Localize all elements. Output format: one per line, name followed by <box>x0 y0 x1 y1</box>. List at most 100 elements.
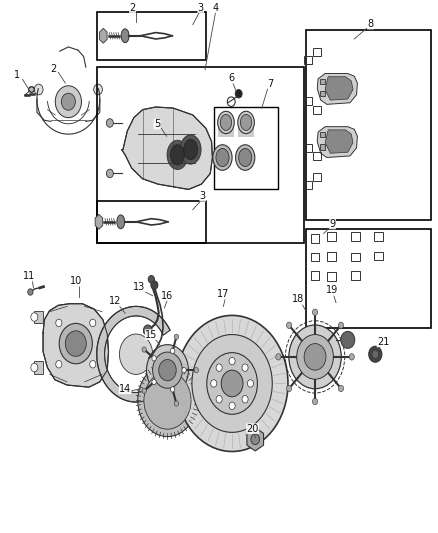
Text: 20: 20 <box>247 424 259 434</box>
Text: 3: 3 <box>198 3 204 13</box>
Circle shape <box>106 119 113 127</box>
Circle shape <box>138 365 197 437</box>
Bar <box>320 79 325 84</box>
Ellipse shape <box>180 135 201 164</box>
Circle shape <box>90 360 96 368</box>
Text: 10: 10 <box>70 277 82 286</box>
Circle shape <box>144 372 191 429</box>
Circle shape <box>56 360 62 368</box>
Circle shape <box>216 364 222 372</box>
Polygon shape <box>97 306 170 402</box>
Bar <box>320 144 325 150</box>
Ellipse shape <box>220 115 232 131</box>
Bar <box>374 232 383 241</box>
Bar <box>351 253 360 261</box>
Polygon shape <box>317 127 357 158</box>
Bar <box>327 272 336 281</box>
Text: 2: 2 <box>50 64 56 74</box>
Circle shape <box>159 360 176 381</box>
Bar <box>327 232 336 241</box>
Bar <box>306 30 431 220</box>
Bar <box>313 173 321 181</box>
Polygon shape <box>325 77 353 100</box>
Circle shape <box>339 322 343 328</box>
Text: 8: 8 <box>367 19 374 29</box>
Circle shape <box>339 385 343 392</box>
Circle shape <box>61 93 75 110</box>
Circle shape <box>59 324 92 364</box>
Circle shape <box>120 334 152 374</box>
Circle shape <box>174 334 179 340</box>
Polygon shape <box>95 214 103 229</box>
Text: 9: 9 <box>329 219 336 229</box>
Circle shape <box>242 395 248 403</box>
Bar <box>304 56 312 64</box>
Circle shape <box>235 90 242 98</box>
Ellipse shape <box>170 145 184 165</box>
Polygon shape <box>247 427 264 451</box>
Circle shape <box>312 398 318 405</box>
Polygon shape <box>325 130 353 154</box>
Circle shape <box>65 331 86 357</box>
Bar <box>374 252 383 260</box>
Circle shape <box>192 335 272 432</box>
Ellipse shape <box>240 115 252 131</box>
Polygon shape <box>99 28 107 43</box>
Bar <box>97 67 304 243</box>
Circle shape <box>242 364 248 372</box>
Circle shape <box>369 346 382 362</box>
Circle shape <box>304 344 326 370</box>
Ellipse shape <box>213 145 232 170</box>
Ellipse shape <box>218 111 234 134</box>
Bar <box>311 271 319 280</box>
Circle shape <box>170 348 175 353</box>
Circle shape <box>341 332 355 349</box>
Circle shape <box>31 364 38 372</box>
Circle shape <box>152 356 156 361</box>
Circle shape <box>289 325 341 389</box>
Ellipse shape <box>238 111 254 134</box>
Bar <box>313 107 321 115</box>
Text: 2: 2 <box>129 3 136 13</box>
Text: 15: 15 <box>145 329 158 340</box>
Text: 3: 3 <box>200 191 206 201</box>
Circle shape <box>34 84 43 95</box>
Circle shape <box>56 319 62 327</box>
Polygon shape <box>122 107 212 189</box>
Circle shape <box>55 86 81 118</box>
Text: 13: 13 <box>134 282 146 292</box>
Circle shape <box>247 379 254 387</box>
Circle shape <box>151 281 158 289</box>
Bar <box>351 271 360 280</box>
Bar <box>313 48 321 56</box>
Circle shape <box>170 387 175 392</box>
Circle shape <box>144 325 152 336</box>
Circle shape <box>216 395 222 403</box>
Text: 12: 12 <box>109 296 121 306</box>
Ellipse shape <box>236 145 255 170</box>
Bar <box>311 253 319 261</box>
Bar <box>304 98 312 106</box>
Text: 1: 1 <box>14 70 20 80</box>
Circle shape <box>28 289 33 295</box>
Circle shape <box>194 368 198 373</box>
Circle shape <box>182 368 186 373</box>
Bar <box>320 91 325 96</box>
Bar <box>97 201 206 243</box>
Text: 14: 14 <box>119 384 131 394</box>
Circle shape <box>174 401 179 406</box>
Bar <box>238 123 254 138</box>
Circle shape <box>152 379 156 385</box>
Circle shape <box>297 335 333 379</box>
Circle shape <box>152 352 182 388</box>
Ellipse shape <box>121 29 129 43</box>
Polygon shape <box>317 74 357 104</box>
Circle shape <box>229 402 235 409</box>
Text: 7: 7 <box>267 79 274 88</box>
Circle shape <box>106 169 113 177</box>
Text: 4: 4 <box>212 3 219 13</box>
Circle shape <box>372 350 379 359</box>
Circle shape <box>147 345 188 395</box>
Ellipse shape <box>216 149 229 166</box>
Text: 19: 19 <box>326 286 339 295</box>
